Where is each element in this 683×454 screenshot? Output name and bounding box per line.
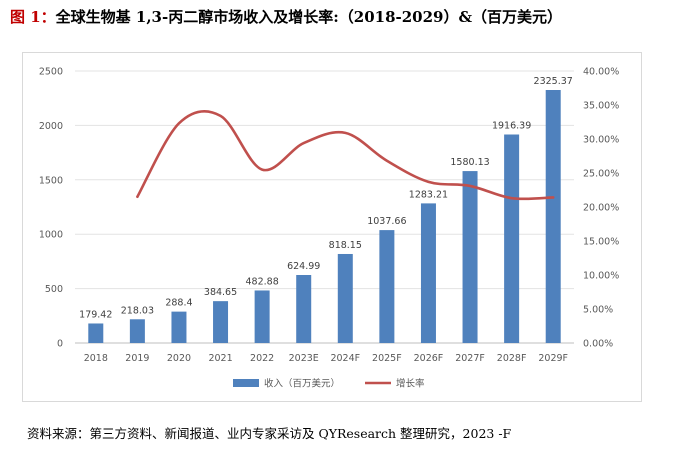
bar-data-label: 179.42 — [79, 309, 112, 320]
bar — [254, 290, 270, 343]
y-left-tick-label: 2500 — [39, 67, 63, 78]
figure-title-text: 全球生物基 1,3-丙二醇市场收入及增长率:（2018-2029）&（百万美元） — [55, 8, 563, 26]
bar-data-label: 1283.21 — [409, 189, 448, 200]
y-left-tick-label: 2000 — [39, 121, 63, 132]
y-left-tick-label: 500 — [45, 284, 63, 295]
legend-label-revenue: 收入（百万美元） — [264, 378, 340, 390]
figure-title: 图 1：全球生物基 1,3-丙二醇市场收入及增长率:（2018-2029）&（百… — [10, 6, 680, 27]
bar — [129, 319, 145, 343]
legend-label-growth: 增长率 — [396, 378, 425, 390]
y-right-tick-label: 15.00% — [583, 237, 619, 248]
y-right-tick-label: 20.00% — [583, 203, 619, 214]
bar — [462, 171, 478, 343]
x-tick-label: 2019 — [125, 353, 149, 364]
bar-data-label: 1037.66 — [367, 216, 406, 227]
bar-data-label: 1916.39 — [492, 120, 531, 131]
bar — [171, 311, 187, 343]
bar-data-label: 218.03 — [121, 305, 154, 316]
x-tick-label: 2018 — [84, 353, 108, 364]
bar-data-label: 384.65 — [204, 287, 237, 298]
x-tick-label: 2025F — [372, 353, 402, 364]
y-right-tick-label: 25.00% — [583, 169, 619, 180]
bar — [379, 230, 395, 343]
bar-data-label: 818.15 — [329, 240, 362, 251]
bar — [420, 203, 436, 343]
bar — [296, 275, 312, 343]
y-right-tick-label: 10.00% — [583, 271, 619, 282]
y-left-tick-label: 0 — [57, 339, 63, 350]
y-right-tick-label: 35.00% — [583, 101, 619, 112]
y-right-tick-label: 30.00% — [583, 135, 619, 146]
growth-rate-line — [136, 110, 555, 201]
bar — [545, 89, 561, 343]
y-right-tick-label: 40.00% — [583, 67, 619, 78]
bar-data-label: 624.99 — [287, 261, 320, 272]
x-tick-label: 2029F — [538, 353, 568, 364]
bar — [504, 134, 520, 343]
figure-label: 图 1： — [10, 8, 56, 26]
y-right-tick-label: 0.00% — [583, 339, 613, 350]
x-tick-label: 2022 — [250, 353, 274, 364]
revenue-growth-chart: 0 500 1000 1500 2000 2500 0.00% 5.00% 10.00% 15.0… — [39, 67, 619, 390]
bar-data-label: 288.4 — [165, 298, 192, 309]
legend-swatch-revenue — [233, 379, 259, 387]
x-tick-label: 2021 — [208, 353, 232, 364]
x-tick-label: 2023E — [289, 353, 319, 364]
chart-frame: 0 500 1000 1500 2000 2500 0.00% 5.00% 10.00% 15.0… — [22, 52, 642, 402]
bar-data-label: 482.88 — [246, 276, 279, 287]
source-note: 资料来源：第三方资料、新闻报道、业内专家采访及 QYResearch 整理研究，… — [27, 426, 512, 441]
y-left-tick-label: 1000 — [39, 230, 63, 241]
bar — [88, 323, 104, 343]
bar-data-label: 2325.37 — [534, 76, 573, 87]
bar-data-label: 1580.13 — [450, 157, 489, 168]
x-tick-label: 2028F — [497, 353, 527, 364]
bar — [213, 301, 229, 343]
x-tick-label: 2027F — [455, 353, 485, 364]
x-tick-label: 2020 — [167, 353, 191, 364]
x-tick-label: 2024F — [330, 353, 360, 364]
x-tick-label: 2026F — [414, 353, 444, 364]
y-left-tick-label: 1500 — [39, 175, 63, 186]
y-right-tick-label: 5.00% — [583, 305, 613, 316]
bar — [337, 253, 353, 343]
